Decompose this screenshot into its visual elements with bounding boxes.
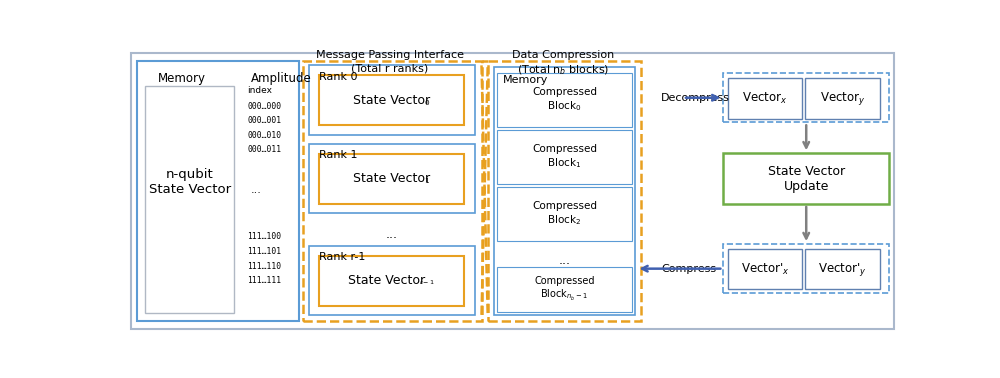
Text: 000…001: 000…001 (247, 116, 282, 125)
Text: Rank 1: Rank 1 (319, 150, 357, 160)
Text: Memory: Memory (503, 74, 549, 85)
Bar (497, 267, 632, 312)
Bar (137, 61, 299, 321)
Text: $_{r-1}$: $_{r-1}$ (419, 279, 435, 287)
Text: Decompress: Decompress (661, 93, 730, 103)
Bar (319, 256, 464, 306)
Text: 111…100: 111…100 (247, 232, 282, 242)
Text: index: index (247, 86, 272, 95)
Text: (Total r ranks): (Total r ranks) (351, 64, 429, 74)
Text: Compress: Compress (661, 264, 716, 274)
Text: Compressed
Block$_1$: Compressed Block$_1$ (532, 144, 597, 170)
Text: 111…110: 111…110 (247, 262, 282, 271)
Text: State Vector
Update: State Vector Update (768, 164, 845, 192)
Text: Vector$_y$: Vector$_y$ (820, 90, 865, 107)
Text: $_0$: $_0$ (424, 98, 430, 108)
Bar (723, 153, 889, 204)
Text: Compressed
Block$_2$: Compressed Block$_2$ (532, 201, 597, 227)
Bar (319, 154, 464, 204)
Text: ...: ... (558, 254, 570, 268)
Bar (805, 249, 880, 290)
Text: Amplitude: Amplitude (251, 71, 311, 85)
Text: Compressed
Block$_0$: Compressed Block$_0$ (532, 87, 597, 113)
Text: Message Passing Interface: Message Passing Interface (316, 50, 464, 60)
Bar (488, 61, 641, 321)
Bar (497, 187, 632, 241)
Bar (723, 244, 889, 293)
Text: Rank r-1: Rank r-1 (319, 252, 365, 262)
Bar (728, 78, 802, 119)
Text: Compressed
Block$_{n_b-1}$: Compressed Block$_{n_b-1}$ (534, 276, 595, 303)
Bar (497, 130, 632, 184)
Bar (805, 78, 880, 119)
Bar (723, 73, 889, 122)
Bar (303, 61, 482, 321)
Bar (497, 73, 632, 127)
Bar (728, 249, 802, 290)
Text: Memory: Memory (158, 71, 206, 85)
Text: 111…101: 111…101 (247, 247, 282, 256)
Text: ...: ... (251, 185, 261, 195)
Text: 000…010: 000…010 (247, 131, 282, 140)
Bar (319, 75, 464, 125)
Text: Data Compression: Data Compression (512, 50, 614, 60)
Bar (309, 65, 475, 135)
Text: State Vector: State Vector (353, 94, 430, 107)
Text: 111…111: 111…111 (247, 276, 282, 285)
Text: Vector'$_x$: Vector'$_x$ (741, 262, 789, 277)
Text: 000…011: 000…011 (247, 146, 282, 155)
Text: n-qubit
State Vector: n-qubit State Vector (149, 169, 231, 197)
Text: State Vector: State Vector (353, 172, 430, 186)
Bar (309, 246, 475, 315)
Bar (494, 67, 635, 315)
Text: State Vector: State Vector (348, 274, 426, 287)
Text: Vector$_x$: Vector$_x$ (742, 91, 788, 106)
Text: (Total n$_b$ blocks): (Total n$_b$ blocks) (517, 64, 609, 77)
Bar (309, 144, 475, 213)
Text: ...: ... (386, 228, 398, 241)
Text: Vector'$_y$: Vector'$_y$ (818, 260, 867, 277)
Text: 000…000: 000…000 (247, 102, 282, 111)
Bar (145, 86, 234, 313)
Text: $_1$: $_1$ (424, 176, 430, 186)
Text: Rank 0: Rank 0 (319, 71, 357, 82)
